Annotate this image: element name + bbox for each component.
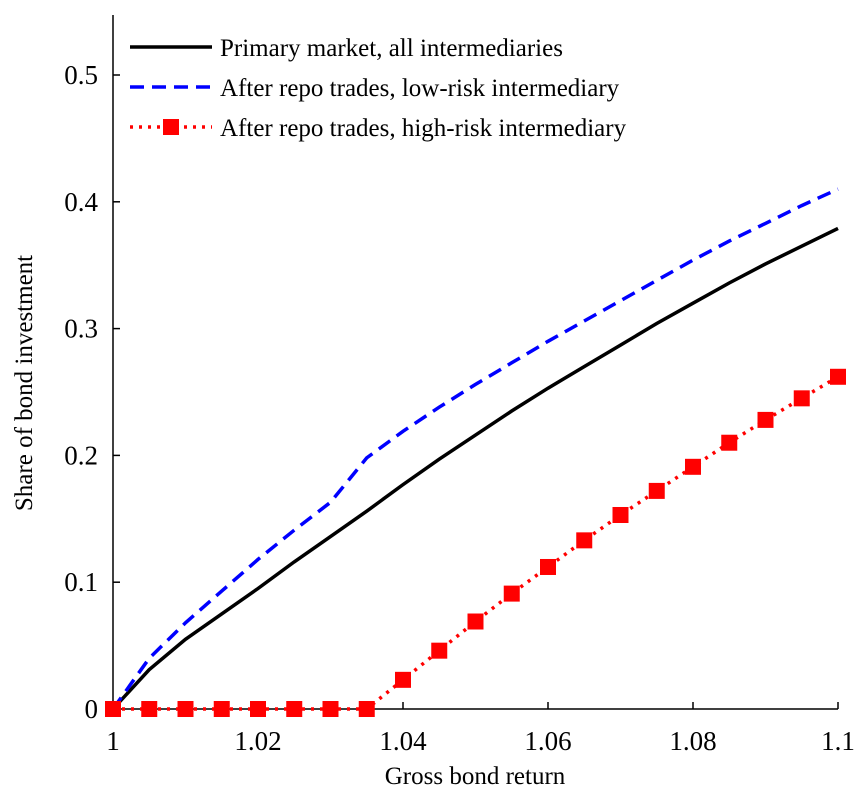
series-marker: [830, 368, 846, 385]
x-tick-label: 1.1: [821, 726, 855, 756]
series-marker: [395, 671, 411, 688]
series-marker: [322, 701, 339, 717]
series-marker: [105, 701, 121, 717]
series-marker: [793, 390, 810, 407]
series-line-3: [113, 375, 839, 711]
series-marker: [757, 411, 774, 428]
series-marker: [286, 701, 303, 717]
series-marker: [213, 701, 230, 717]
series-line-1: [111, 226, 839, 711]
series-marker: [721, 434, 738, 451]
y-tick-label: 0.4: [64, 187, 98, 217]
series-marker: [358, 701, 375, 717]
y-tick-label: 0.5: [64, 60, 98, 90]
series-marker: [250, 701, 266, 717]
series-marker: [685, 458, 701, 475]
series-marker: [576, 532, 593, 549]
x-tick-label: 1.06: [524, 726, 571, 756]
legend-label: After repo trades, high-risk intermediar…: [220, 115, 627, 142]
y-tick-label: 0: [85, 694, 99, 724]
x-tick-label: 1.04: [379, 726, 427, 756]
legend-swatch-marker: [163, 119, 179, 135]
y-tick-label: 0.1: [64, 567, 98, 597]
x-tick-label: 1: [106, 726, 120, 756]
series-layer: [105, 187, 846, 717]
y-tick-label: 0.2: [64, 440, 98, 470]
y-tick-label: 0.3: [64, 314, 98, 344]
series-marker: [540, 558, 556, 575]
y-axis-title: Share of bond investment: [11, 255, 38, 511]
legend-label: After repo trades, low-risk intermediary: [220, 75, 620, 102]
legend-label: Primary market, all intermediaries: [220, 35, 563, 62]
legend: Primary market, all intermediaries After …: [130, 35, 627, 142]
series-marker: [648, 482, 665, 499]
series-marker: [503, 585, 520, 602]
x-axis-title: Gross bond return: [385, 763, 566, 790]
x-tick-label: 1.02: [234, 726, 281, 756]
series-marker: [431, 642, 448, 659]
series-marker: [467, 613, 484, 630]
series-marker: [612, 506, 629, 523]
x-tick-label: 1.08: [669, 726, 716, 756]
series-marker: [141, 701, 158, 717]
series-marker: [177, 701, 194, 717]
series-line-2: [111, 187, 839, 711]
axes: 1 1.02 1.04 1.06 1.08 1.1 0 0.1 0.2 0.3 0.4 0.5: [64, 15, 855, 756]
